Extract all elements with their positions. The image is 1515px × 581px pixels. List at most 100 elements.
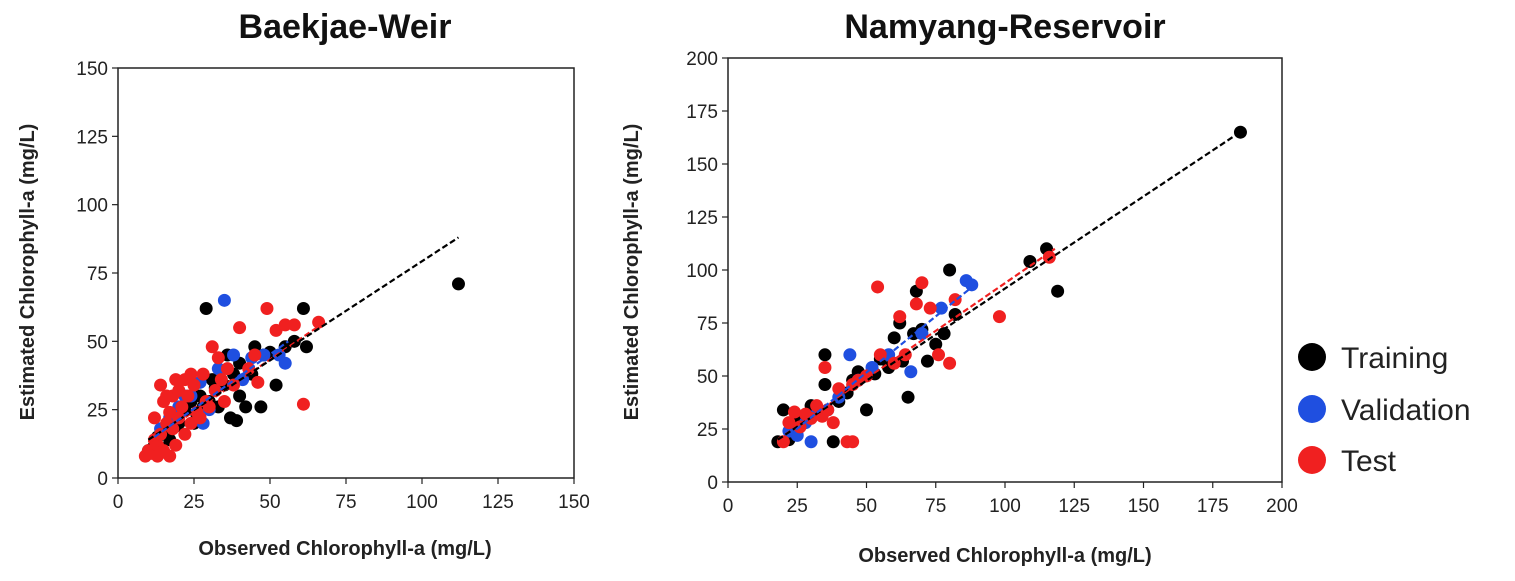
y-tick-label: 125: [686, 208, 718, 229]
point-validation: [934, 301, 948, 315]
chart-title: Namyang-Reservoir: [844, 8, 1165, 46]
point-validation: [843, 348, 857, 362]
y-tick-label: 0: [707, 473, 718, 494]
y-tick-label: 125: [76, 127, 108, 148]
x-tick-label: 100: [989, 496, 1021, 517]
point-test: [251, 375, 265, 389]
legend-marker-validation: [1298, 395, 1326, 423]
point-test: [175, 400, 189, 414]
x-tick-label: 50: [259, 492, 280, 513]
point-training: [296, 302, 310, 316]
y-tick-label: 75: [697, 314, 718, 335]
point-training: [860, 403, 873, 417]
y-tick-label: 50: [697, 367, 718, 388]
point-training: [943, 263, 957, 277]
point-training: [920, 354, 934, 368]
point-test: [873, 348, 887, 362]
y-tick-label: 75: [87, 264, 108, 285]
point-test: [214, 373, 228, 387]
x-tick-label: 0: [113, 492, 124, 513]
x-tick-label: 125: [482, 492, 514, 513]
point-test: [160, 389, 174, 403]
point-test: [169, 438, 183, 452]
y-tick-label: 25: [87, 401, 108, 422]
point-test: [287, 318, 301, 332]
point-validation: [217, 293, 231, 307]
point-test: [163, 449, 177, 463]
point-test: [787, 405, 801, 419]
x-axis-label: Observed Chlorophyll-a (mg/L): [198, 538, 491, 560]
point-test: [893, 310, 907, 324]
point-test: [187, 378, 201, 392]
y-tick-label: 0: [97, 469, 108, 490]
point-test: [217, 394, 231, 408]
point-test: [832, 382, 846, 396]
point-training: [1233, 125, 1247, 139]
y-tick-label: 50: [87, 332, 108, 353]
point-test: [915, 276, 929, 290]
point-validation: [804, 435, 818, 449]
point-test: [992, 310, 1006, 324]
point-test: [205, 340, 219, 354]
x-tick-label: 75: [335, 492, 356, 513]
x-tick-label: 200: [1266, 496, 1298, 517]
y-tick-label: 150: [76, 59, 108, 80]
point-training: [299, 340, 313, 354]
point-training: [901, 390, 915, 404]
point-training: [254, 400, 268, 414]
legend: Training Validation Test: [1298, 342, 1471, 478]
point-test: [260, 302, 274, 316]
fit-line-validation: [788, 281, 978, 437]
point-training: [826, 435, 840, 449]
point-validation: [965, 278, 979, 292]
point-test: [147, 411, 161, 425]
point-test: [296, 397, 310, 411]
chart-baekjae-weir: Baekjae-Weir Observed Chlorophyll-a (mg/…: [17, 8, 590, 560]
x-tick-label: 100: [406, 492, 438, 513]
point-test: [211, 351, 225, 365]
point-test: [826, 416, 840, 430]
point-test: [193, 411, 207, 425]
y-axis-label: Estimated Chlorophyll-a (mg/L): [17, 124, 39, 421]
point-test: [909, 297, 923, 311]
x-tick-label: 125: [1058, 496, 1090, 517]
chart-namyang-reservoir: Namyang-Reservoir Observed Chlorophyll-a…: [621, 8, 1298, 567]
point-training: [239, 400, 253, 414]
y-axis-label: Estimated Chlorophyll-a (mg/L): [621, 124, 643, 421]
point-training: [199, 302, 213, 316]
fit-line-validation: [153, 340, 289, 438]
legend-label-training: Training: [1341, 342, 1448, 375]
x-tick-label: 175: [1197, 496, 1229, 517]
point-test: [184, 367, 198, 381]
point-validation: [915, 327, 929, 341]
point-validation: [211, 362, 225, 376]
point-test: [782, 416, 796, 430]
point-test: [932, 348, 946, 362]
legend-label-test: Test: [1341, 445, 1397, 478]
point-training: [887, 331, 901, 345]
legend-marker-test: [1298, 446, 1326, 474]
point-validation: [904, 365, 918, 379]
y-tick-label: 25: [697, 420, 718, 441]
point-training: [233, 389, 247, 403]
point-training: [776, 403, 790, 417]
fit-line-training: [147, 236, 460, 441]
point-training: [818, 348, 832, 362]
x-axis-label: Observed Chlorophyll-a (mg/L): [858, 545, 1151, 567]
x-tick-label: 0: [723, 496, 734, 517]
point-test: [943, 356, 957, 370]
point-test: [181, 389, 195, 403]
point-training: [929, 337, 943, 351]
x-tick-label: 25: [787, 496, 808, 517]
point-test: [818, 361, 832, 375]
point-test: [248, 348, 262, 362]
point-test: [154, 378, 168, 392]
y-tick-label: 100: [76, 196, 108, 217]
x-tick-label: 25: [183, 492, 204, 513]
point-validation: [257, 348, 271, 362]
point-training: [230, 414, 244, 428]
point-test: [846, 435, 860, 449]
point-training: [1051, 284, 1065, 298]
point-validation: [278, 356, 292, 370]
